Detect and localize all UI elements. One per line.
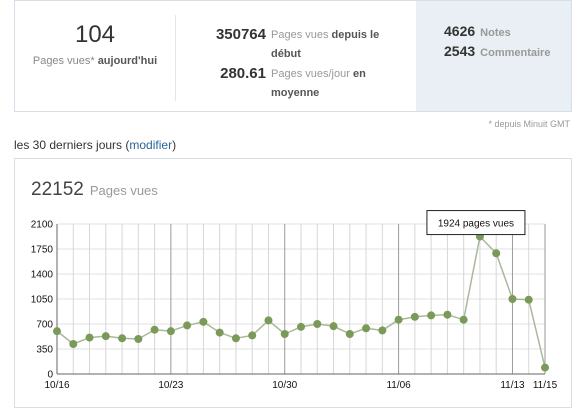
engagement-stats: 4626 Notes 2543 Commentaire <box>416 1 571 111</box>
views-since-start-label: Pages vues depuis le début <box>271 29 380 60</box>
data-point <box>313 320 322 328</box>
stats-divider <box>175 15 176 101</box>
modify-period-link[interactable]: modifier <box>129 138 173 152</box>
data-point <box>183 321 192 330</box>
footnote: * depuis Minuit GMT <box>488 119 570 129</box>
y-tick-label: 1750 <box>31 245 54 256</box>
data-point <box>427 311 436 320</box>
y-tick-label: 350 <box>36 345 53 356</box>
data-point <box>53 327 61 336</box>
total-views: 22152 Pages vues <box>31 179 158 201</box>
views-per-day-value: 280.61 <box>220 65 266 82</box>
today-value: 104 <box>74 21 116 48</box>
data-point <box>459 315 468 324</box>
stats-panel: 104 Pages vues* aujourd'hui 350764 Pages… <box>14 0 572 112</box>
data-point <box>199 317 208 326</box>
today-label: Pages vues* aujourd'hui <box>32 55 158 67</box>
data-point <box>69 340 78 348</box>
x-tick-label: 11/13 <box>500 380 525 391</box>
total-views-label: Pages vues <box>89 183 158 198</box>
y-tick-label: 2100 <box>31 220 54 231</box>
views-line-chart: 0 350 700 1050 1400 1750 2100 10/16 10/23 10/30 11… <box>31 210 558 391</box>
y-tick-label: 700 <box>36 320 53 331</box>
notes-value: 4626 <box>444 23 476 39</box>
data-point <box>394 315 403 324</box>
data-point <box>280 330 289 338</box>
tooltip-box <box>426 210 526 236</box>
today-stat: 104 Pages vues* aujourd'hui <box>15 1 175 111</box>
data-point <box>443 310 452 319</box>
data-point <box>150 325 159 334</box>
data-point <box>85 333 94 342</box>
data-point <box>134 335 143 343</box>
x-tick-label: 10/23 <box>158 380 183 391</box>
data-point <box>101 332 110 341</box>
comments-stat: 2543 Commentaire <box>444 43 571 59</box>
total-views-value: 22152 <box>31 179 84 200</box>
data-point <box>264 316 273 325</box>
period-prefix: les 30 derniers jours ( <box>14 138 130 152</box>
data-point <box>166 327 175 336</box>
data-point <box>231 334 240 343</box>
chart-panel: 22152 Pages vues 0 350 700 1050 1400 1750 2100… <box>14 158 572 408</box>
views-per-day-label: Pages vues/jour en moyenne <box>271 68 366 99</box>
comments-label: Commentaire <box>480 47 551 59</box>
views-since-start-value: 350764 <box>215 26 266 43</box>
y-tick-label: 0 <box>47 370 53 381</box>
views-stats: 350764 Pages vues depuis le début 280.61… <box>176 1 416 111</box>
data-point <box>248 331 257 340</box>
data-point <box>410 312 419 321</box>
data-point <box>378 326 387 335</box>
data-point <box>345 330 354 338</box>
notes-stat: 4626 Notes <box>444 23 571 39</box>
x-tick-label: 11/15 <box>533 380 558 391</box>
data-point <box>541 363 549 372</box>
views-per-day: 280.61 Pages vues/jour en moyenne <box>200 65 389 103</box>
data-point <box>329 322 338 331</box>
views-since-start: 350764 Pages vues depuis le début <box>200 26 389 64</box>
period-selector: les 30 derniers jours (modifier) <box>14 138 176 152</box>
tooltip-text: 1924 pages vues <box>438 219 514 230</box>
data-point <box>508 295 517 303</box>
data-point <box>215 328 224 337</box>
data-point <box>362 324 371 333</box>
comments-value: 2543 <box>444 43 476 59</box>
period-suffix: ) <box>172 138 177 152</box>
x-tick-label: 10/30 <box>272 380 297 391</box>
x-tick-label: 10/16 <box>44 380 69 391</box>
y-tick-label: 1050 <box>31 295 54 306</box>
x-tick-label: 11/06 <box>386 380 411 391</box>
data-point <box>492 249 501 258</box>
notes-label: Notes <box>480 27 511 39</box>
data-point <box>297 322 305 331</box>
data-point <box>118 334 127 343</box>
y-tick-label: 1400 <box>31 270 54 281</box>
data-point <box>524 295 533 304</box>
